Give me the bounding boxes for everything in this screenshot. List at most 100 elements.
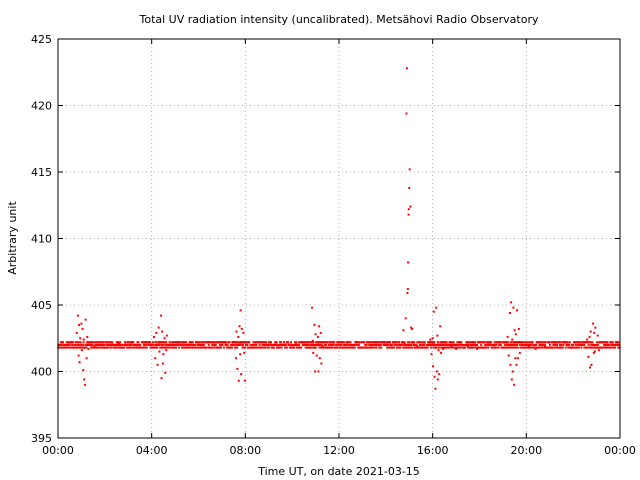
- data-point: [77, 354, 80, 357]
- data-point: [602, 346, 605, 349]
- data-point: [472, 341, 475, 344]
- data-point: [150, 343, 153, 346]
- data-point: [433, 375, 436, 378]
- data-point: [89, 346, 92, 349]
- data-point: [248, 341, 251, 344]
- data-point: [595, 346, 598, 349]
- data-point: [434, 387, 437, 390]
- data-point: [318, 357, 321, 360]
- data-point: [375, 343, 378, 346]
- data-point: [230, 343, 233, 346]
- x-tick-label: 20:00: [510, 444, 542, 457]
- data-point: [147, 343, 150, 346]
- data-point: [135, 343, 138, 346]
- data-point: [541, 343, 544, 346]
- data-point: [430, 346, 433, 349]
- data-point: [75, 346, 78, 349]
- data-point: [367, 346, 370, 349]
- data-point: [236, 367, 239, 370]
- data-point: [519, 346, 522, 349]
- y-tick-label: 410: [31, 233, 52, 246]
- x-tick-label: 16:00: [417, 444, 449, 457]
- data-point: [272, 346, 275, 349]
- data-point: [310, 346, 313, 349]
- data-point: [256, 346, 259, 349]
- data-point: [393, 343, 396, 346]
- data-point: [75, 341, 78, 344]
- data-point: [558, 346, 561, 349]
- data-point: [377, 343, 380, 346]
- data-point: [516, 346, 519, 349]
- x-tick-label: 04:00: [136, 444, 168, 457]
- data-point: [404, 317, 407, 320]
- data-point: [101, 343, 104, 346]
- data-point: [242, 331, 245, 334]
- data-point: [510, 346, 513, 349]
- data-point: [349, 341, 352, 344]
- data-point: [223, 341, 226, 344]
- data-point: [319, 341, 322, 344]
- data-point: [321, 345, 324, 348]
- data-point: [162, 346, 165, 349]
- data-point: [300, 346, 303, 349]
- data-point: [161, 341, 164, 344]
- data-point: [589, 330, 592, 333]
- data-point: [267, 343, 270, 346]
- data-point: [440, 351, 443, 354]
- data-point: [283, 341, 286, 344]
- data-point: [510, 378, 513, 381]
- data-point: [238, 325, 241, 328]
- data-point: [612, 346, 615, 349]
- data-point: [162, 353, 165, 356]
- data-point: [612, 343, 615, 346]
- data-point: [331, 346, 334, 349]
- data-point: [373, 343, 376, 346]
- data-point: [505, 341, 508, 344]
- data-point: [510, 341, 513, 344]
- data-point: [432, 310, 435, 313]
- data-point: [271, 346, 274, 349]
- data-point: [131, 346, 134, 349]
- data-point: [501, 346, 504, 349]
- data-point: [263, 343, 266, 346]
- data-point: [78, 343, 81, 346]
- data-point: [343, 343, 346, 346]
- data-point: [580, 346, 583, 349]
- data-point: [450, 343, 453, 346]
- data-point: [593, 331, 596, 334]
- data-point: [98, 343, 101, 346]
- data-point: [105, 346, 108, 349]
- data-point: [562, 343, 565, 346]
- data-point: [458, 343, 461, 346]
- data-point: [117, 342, 120, 345]
- data-point: [383, 341, 386, 344]
- data-point: [151, 343, 154, 346]
- data-point: [611, 341, 614, 344]
- data-point: [487, 346, 490, 349]
- y-tick-label: 395: [31, 432, 52, 445]
- data-point: [80, 349, 83, 352]
- data-point: [513, 346, 516, 349]
- data-point: [324, 346, 327, 349]
- data-point: [455, 347, 458, 350]
- data-point: [207, 341, 210, 344]
- data-point: [264, 346, 267, 349]
- data-point: [322, 341, 325, 344]
- data-point: [368, 343, 371, 346]
- data-point: [456, 341, 459, 344]
- data-point: [114, 346, 117, 349]
- data-point: [78, 361, 81, 364]
- data-point: [129, 346, 132, 349]
- data-point: [307, 346, 310, 349]
- data-point: [597, 349, 600, 352]
- data-point: [523, 343, 526, 346]
- data-point: [191, 341, 194, 344]
- data-point: [485, 341, 488, 344]
- data-point: [99, 341, 102, 344]
- data-point: [296, 343, 299, 346]
- data-point: [513, 343, 516, 346]
- data-point: [536, 346, 539, 349]
- data-point: [58, 346, 61, 349]
- data-point: [168, 341, 171, 344]
- data-point: [183, 341, 186, 344]
